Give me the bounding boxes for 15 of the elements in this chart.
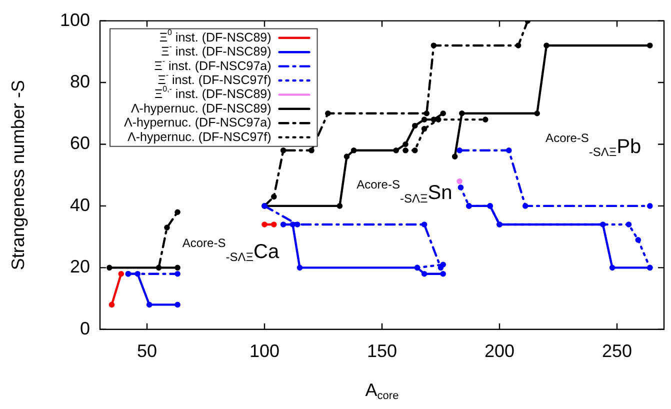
y-tick-label: 100 xyxy=(60,10,90,30)
y-tick-label: 80 xyxy=(70,71,90,92)
legend-label: Λ-hypernuc. (DF-NSC97f) xyxy=(127,130,272,144)
y-tick-label: 20 xyxy=(70,256,90,277)
x-tick-label: 200 xyxy=(484,341,515,362)
x-tick-label: 50 xyxy=(136,341,158,362)
x-tick-label: 150 xyxy=(366,341,398,362)
x-tick-label: 100 xyxy=(249,341,280,362)
x-tick-label: 250 xyxy=(602,341,632,362)
y-tick-label: 40 xyxy=(70,194,90,215)
legend-label: Λ-hypernuc. (DF-NSC89) xyxy=(130,101,272,116)
y-tick-label: 60 xyxy=(70,133,90,154)
legend-label: Λ-hypernuc. (DF-NSC97a) xyxy=(124,116,272,130)
y-tick-label: 0 xyxy=(80,318,90,338)
y-axis-title: Strangeness number -S xyxy=(8,80,28,270)
